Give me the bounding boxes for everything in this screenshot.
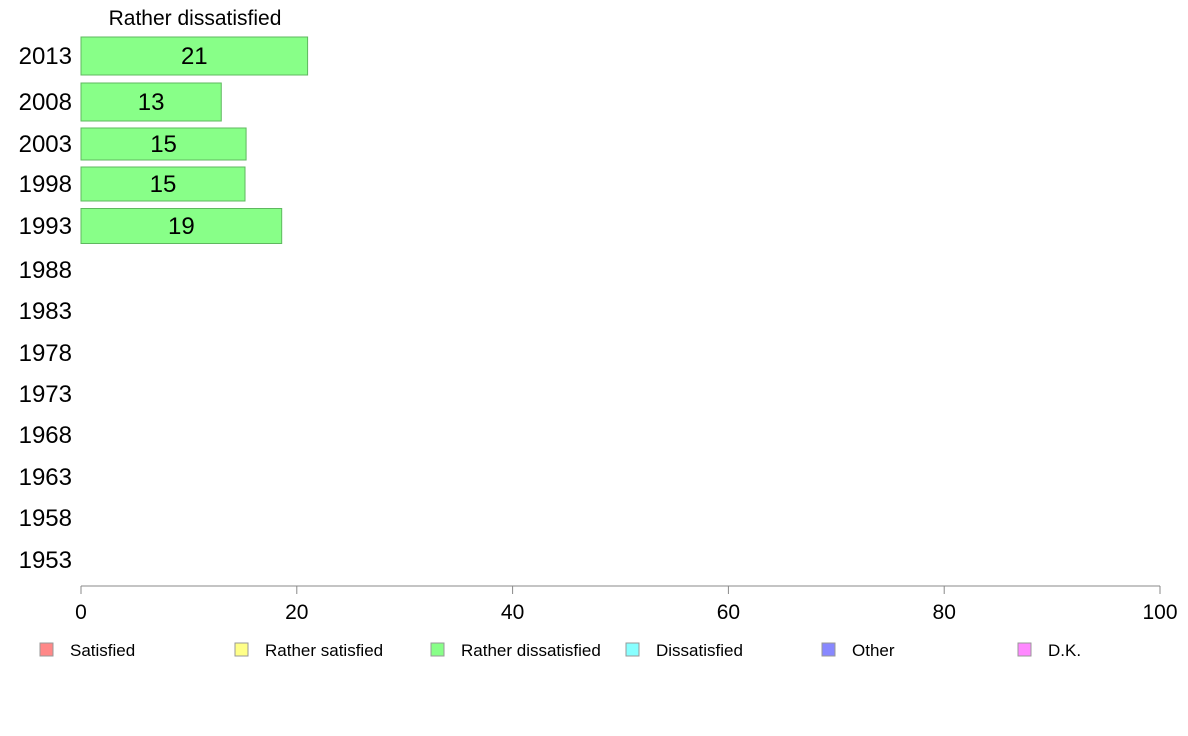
legend-label-other: Other — [852, 641, 895, 660]
bar-value-label-2008: 13 — [138, 89, 165, 116]
year-label-2003: 2003 — [19, 131, 72, 158]
year-label-1953: 1953 — [19, 547, 72, 574]
legend-label-d-k-: D.K. — [1048, 641, 1081, 660]
x-tick-label-40: 40 — [501, 601, 524, 624]
legend-swatch-dissatisfied — [625, 642, 640, 657]
legend-swatch-rather-dissatisfied — [430, 642, 445, 657]
year-label-1958: 1958 — [19, 505, 72, 532]
bars — [80, 36, 309, 244]
year-label-1988: 1988 — [19, 257, 72, 284]
legend-swatch-d-k- — [1017, 642, 1032, 657]
legend-label-rather-dissatisfied: Rather dissatisfied — [461, 641, 601, 660]
bar-1993 — [80, 208, 283, 244]
x-tick-label-20: 20 — [285, 601, 308, 624]
year-label-2008: 2008 — [19, 89, 72, 116]
x-tick-label-0: 0 — [75, 601, 87, 624]
bar-value-label-2003: 15 — [150, 131, 177, 158]
legend-swatch-other — [821, 642, 836, 657]
year-label-1983: 1983 — [19, 298, 72, 325]
legend-swatch-rather-satisfied — [234, 642, 249, 657]
year-labels: 2013 2008 2003 1998 1993 1988 1983 1978 1973 1968… — [19, 43, 72, 574]
chart-title: Rather dissatisfied — [109, 7, 282, 30]
bar-value-label-1993: 19 — [168, 213, 195, 240]
bar-2003 — [80, 127, 247, 161]
bar-value-label-1998: 15 — [150, 171, 177, 198]
value-labels: 21 13 15 15 19 — [138, 43, 208, 240]
year-label-2013: 2013 — [19, 43, 72, 70]
bar-2008 — [80, 82, 222, 122]
bar-value-label-2013: 21 — [181, 43, 208, 70]
year-label-1978: 1978 — [19, 340, 72, 367]
year-label-1998: 1998 — [19, 171, 72, 198]
year-label-1973: 1973 — [19, 381, 72, 408]
bar-2013 — [80, 36, 309, 76]
legend-label-dissatisfied: Dissatisfied — [656, 641, 743, 660]
legend: Satisfied Rather satisfied Rather dissatis… — [39, 641, 1081, 660]
year-label-1993: 1993 — [19, 213, 72, 240]
legend-swatch-satisfied — [39, 642, 54, 657]
x-tick-label-100: 100 — [1142, 601, 1177, 624]
bar-1998 — [80, 166, 246, 202]
x-tick-label-60: 60 — [717, 601, 740, 624]
x-tick-label-80: 80 — [933, 601, 956, 624]
legend-label-satisfied: Satisfied — [70, 641, 135, 660]
year-label-1968: 1968 — [19, 422, 72, 449]
legend-label-rather-satisfied: Rather satisfied — [265, 641, 383, 660]
year-label-1963: 1963 — [19, 464, 72, 491]
x-axis: 0 20 40 60 80 100 — [75, 585, 1178, 624]
